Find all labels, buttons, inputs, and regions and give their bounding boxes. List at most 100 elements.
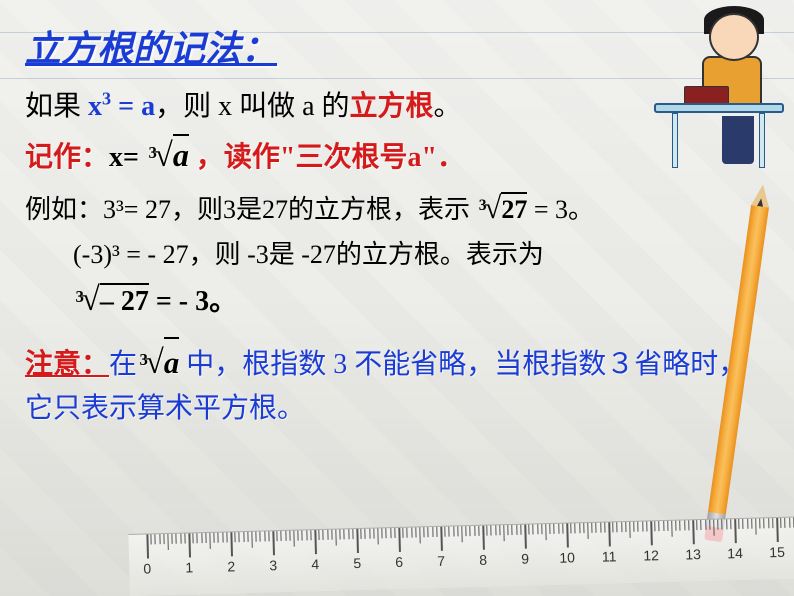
ruler-tick-minor (461, 526, 462, 542)
ruler-tick-minor (432, 527, 433, 537)
note-label: 注意： (25, 349, 109, 380)
example-line-2: (-3)³ = - 27，则 -3是 -27的立方根。表示为 (25, 234, 769, 271)
ruler-tick-minor (382, 528, 383, 538)
ruler-tick-minor (663, 521, 664, 531)
ruler-tick-minor (402, 528, 403, 538)
ruler-tick-minor (612, 522, 613, 532)
ruler-tick-minor (465, 526, 466, 536)
ruler-tick-minor (155, 534, 156, 544)
ruler-tick-minor (717, 520, 718, 530)
ruler-tick-major (188, 533, 190, 557)
ruler-tick-minor (256, 532, 257, 542)
ruler-tick-minor (486, 526, 487, 536)
ruler-tick-minor (172, 534, 173, 544)
ruler-number: 6 (395, 554, 403, 570)
ruler-tick-minor (352, 529, 353, 539)
ruler-tick-major (146, 535, 148, 559)
ruler-tick-minor (738, 519, 739, 529)
ruler-tick-minor (755, 519, 756, 535)
label: 记作： (25, 142, 109, 173)
text: = 3。 (527, 195, 594, 224)
ruler-tick-minor (428, 527, 429, 537)
ruler-tick-minor (386, 528, 387, 538)
ruler-tick-minor (319, 530, 320, 540)
ruler-tick-minor (390, 528, 391, 538)
ruler-tick-minor (507, 525, 508, 535)
ruler-tick-major (356, 529, 358, 553)
slide-title: 立方根的记法： (25, 20, 769, 72)
ruler-tick-minor (675, 521, 676, 531)
ruler-tick-minor (151, 534, 152, 544)
ruler-tick-minor (335, 530, 336, 546)
ruler-tick-major (230, 532, 232, 556)
ruler-tick-minor (579, 523, 580, 533)
cube-root-term: 立方根 (350, 91, 434, 122)
ruler-tick-minor (415, 527, 416, 537)
ruler-number: 14 (727, 545, 743, 561)
ruler-tick-minor (705, 520, 706, 530)
ruler-tick-minor (789, 518, 790, 528)
ruler-tick-minor (583, 523, 584, 533)
ruler-number: 7 (437, 553, 445, 569)
ruler-tick-minor (549, 524, 550, 534)
ruler-number: 13 (685, 546, 701, 562)
ruler-tick-minor (545, 524, 546, 540)
ruler-number: 11 (602, 548, 617, 564)
ruler-tick-minor (680, 521, 681, 531)
ruler-tick-minor (369, 529, 370, 539)
ruler-tick-minor (197, 533, 198, 543)
ruler-number: 5 (353, 555, 361, 571)
ruler-tick-minor (453, 526, 454, 536)
ruler-number: 0 (143, 560, 151, 576)
ruler-tick-minor (591, 523, 592, 533)
ruler-tick-minor (310, 530, 311, 540)
ruler-tick-major (734, 519, 736, 543)
ruler-tick-minor (340, 529, 341, 539)
text: 例如：3³= 27，则3是27的立方根，表示 (25, 195, 476, 224)
ruler-tick-minor (239, 532, 240, 542)
ruler-tick-minor (713, 520, 714, 536)
ruler-tick-minor (554, 524, 555, 534)
example-line-1: 例如：3³= 27，则3是27的立方根，表示 3√27 = 3。 (25, 189, 769, 226)
ruler-tick-minor (235, 532, 236, 542)
ruler-number: 15 (769, 544, 785, 560)
ruler-tick-minor (478, 526, 479, 536)
ruler-tick-minor (587, 523, 588, 539)
ruler-tick-major (776, 518, 778, 542)
ruler-tick-minor (503, 525, 504, 541)
ruler-tick-minor (184, 534, 185, 544)
ruler-tick-minor (323, 530, 324, 540)
ruler-tick-minor (747, 519, 748, 529)
ruler-number: 12 (643, 547, 659, 563)
ruler-number: 9 (521, 551, 529, 567)
ruler-tick-minor (533, 524, 534, 534)
ruler-tick-minor (512, 525, 513, 535)
ruler-tick-minor (302, 530, 303, 540)
ruler-tick-minor (495, 525, 496, 535)
ruler-tick-minor (604, 523, 605, 533)
ruler-tick-minor (394, 528, 395, 538)
ruler-tick-minor (780, 518, 781, 528)
radical-27: 3√27 (476, 190, 527, 226)
ruler-tick-minor (764, 518, 765, 528)
formula: x= 3√a (109, 142, 189, 173)
ruler-tick-minor (419, 527, 420, 543)
ruler-tick-minor (373, 529, 374, 539)
ruler-tick-minor (621, 522, 622, 532)
ruler-tick-minor (205, 533, 206, 543)
ruler-tick-minor (289, 531, 290, 541)
text: ，则 x 叫做 a 的 (155, 91, 349, 122)
ruler-tick-minor (377, 528, 378, 544)
reading: ，读作"三次根号a"． (189, 142, 465, 173)
ruler-tick-major (692, 520, 694, 544)
ruler-tick-minor (226, 532, 227, 542)
ruler-tick-minor (541, 524, 542, 534)
ruler-tick-minor (558, 524, 559, 534)
ruler-tick-minor (457, 526, 458, 536)
ruler-tick-major (398, 528, 400, 552)
ruler-tick-minor (696, 520, 697, 530)
ruler-tick-minor (684, 520, 685, 530)
text: 在 (109, 349, 137, 380)
ruler-tick-minor (201, 533, 202, 543)
ruler-tick-minor (264, 531, 265, 541)
